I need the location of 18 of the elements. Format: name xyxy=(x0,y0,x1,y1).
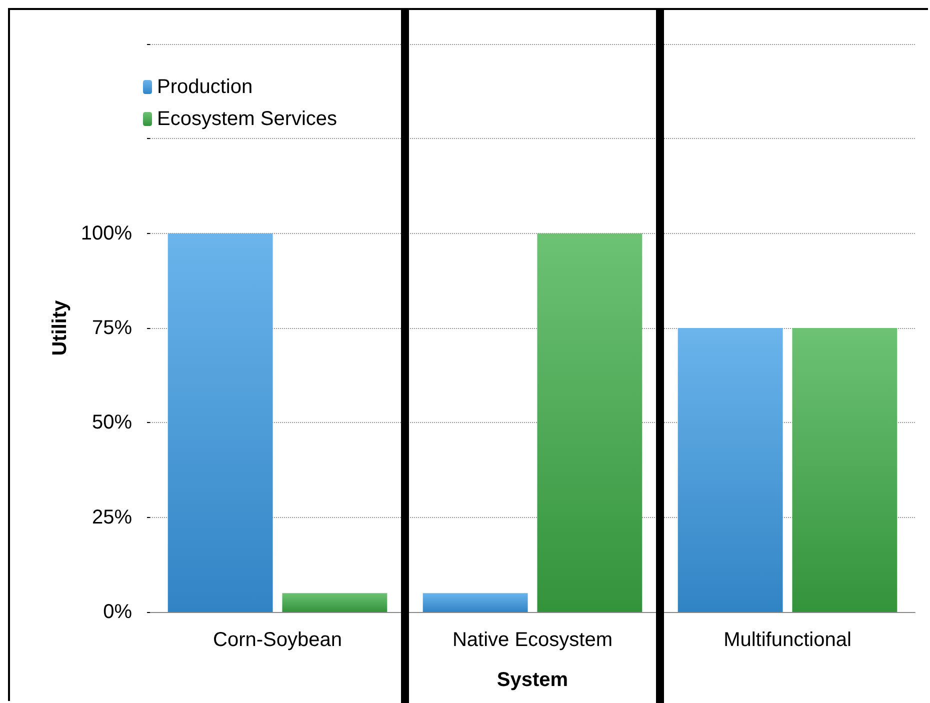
bar xyxy=(678,328,783,612)
bar xyxy=(168,233,273,612)
bar xyxy=(792,328,898,612)
y-axis-title: Utility xyxy=(48,299,71,356)
x-tick-label: Corn-Soybean xyxy=(213,629,342,651)
bar xyxy=(422,593,528,612)
legend-label: Production xyxy=(157,76,253,98)
bar xyxy=(537,233,642,612)
y-tick-label: 75% xyxy=(92,317,132,339)
x-tick-label: Native Ecosystem xyxy=(452,629,613,651)
y-tick-label: 25% xyxy=(92,506,132,528)
x-tick-label: Multifunctional xyxy=(724,629,852,651)
y-tick-label: 50% xyxy=(92,412,132,434)
x-axis-title: System xyxy=(496,669,568,691)
y-tick-label: 0% xyxy=(103,601,132,623)
y-tick-label: 100% xyxy=(80,222,132,244)
bar xyxy=(282,593,388,612)
legend-label: Ecosystem Services xyxy=(157,108,338,130)
